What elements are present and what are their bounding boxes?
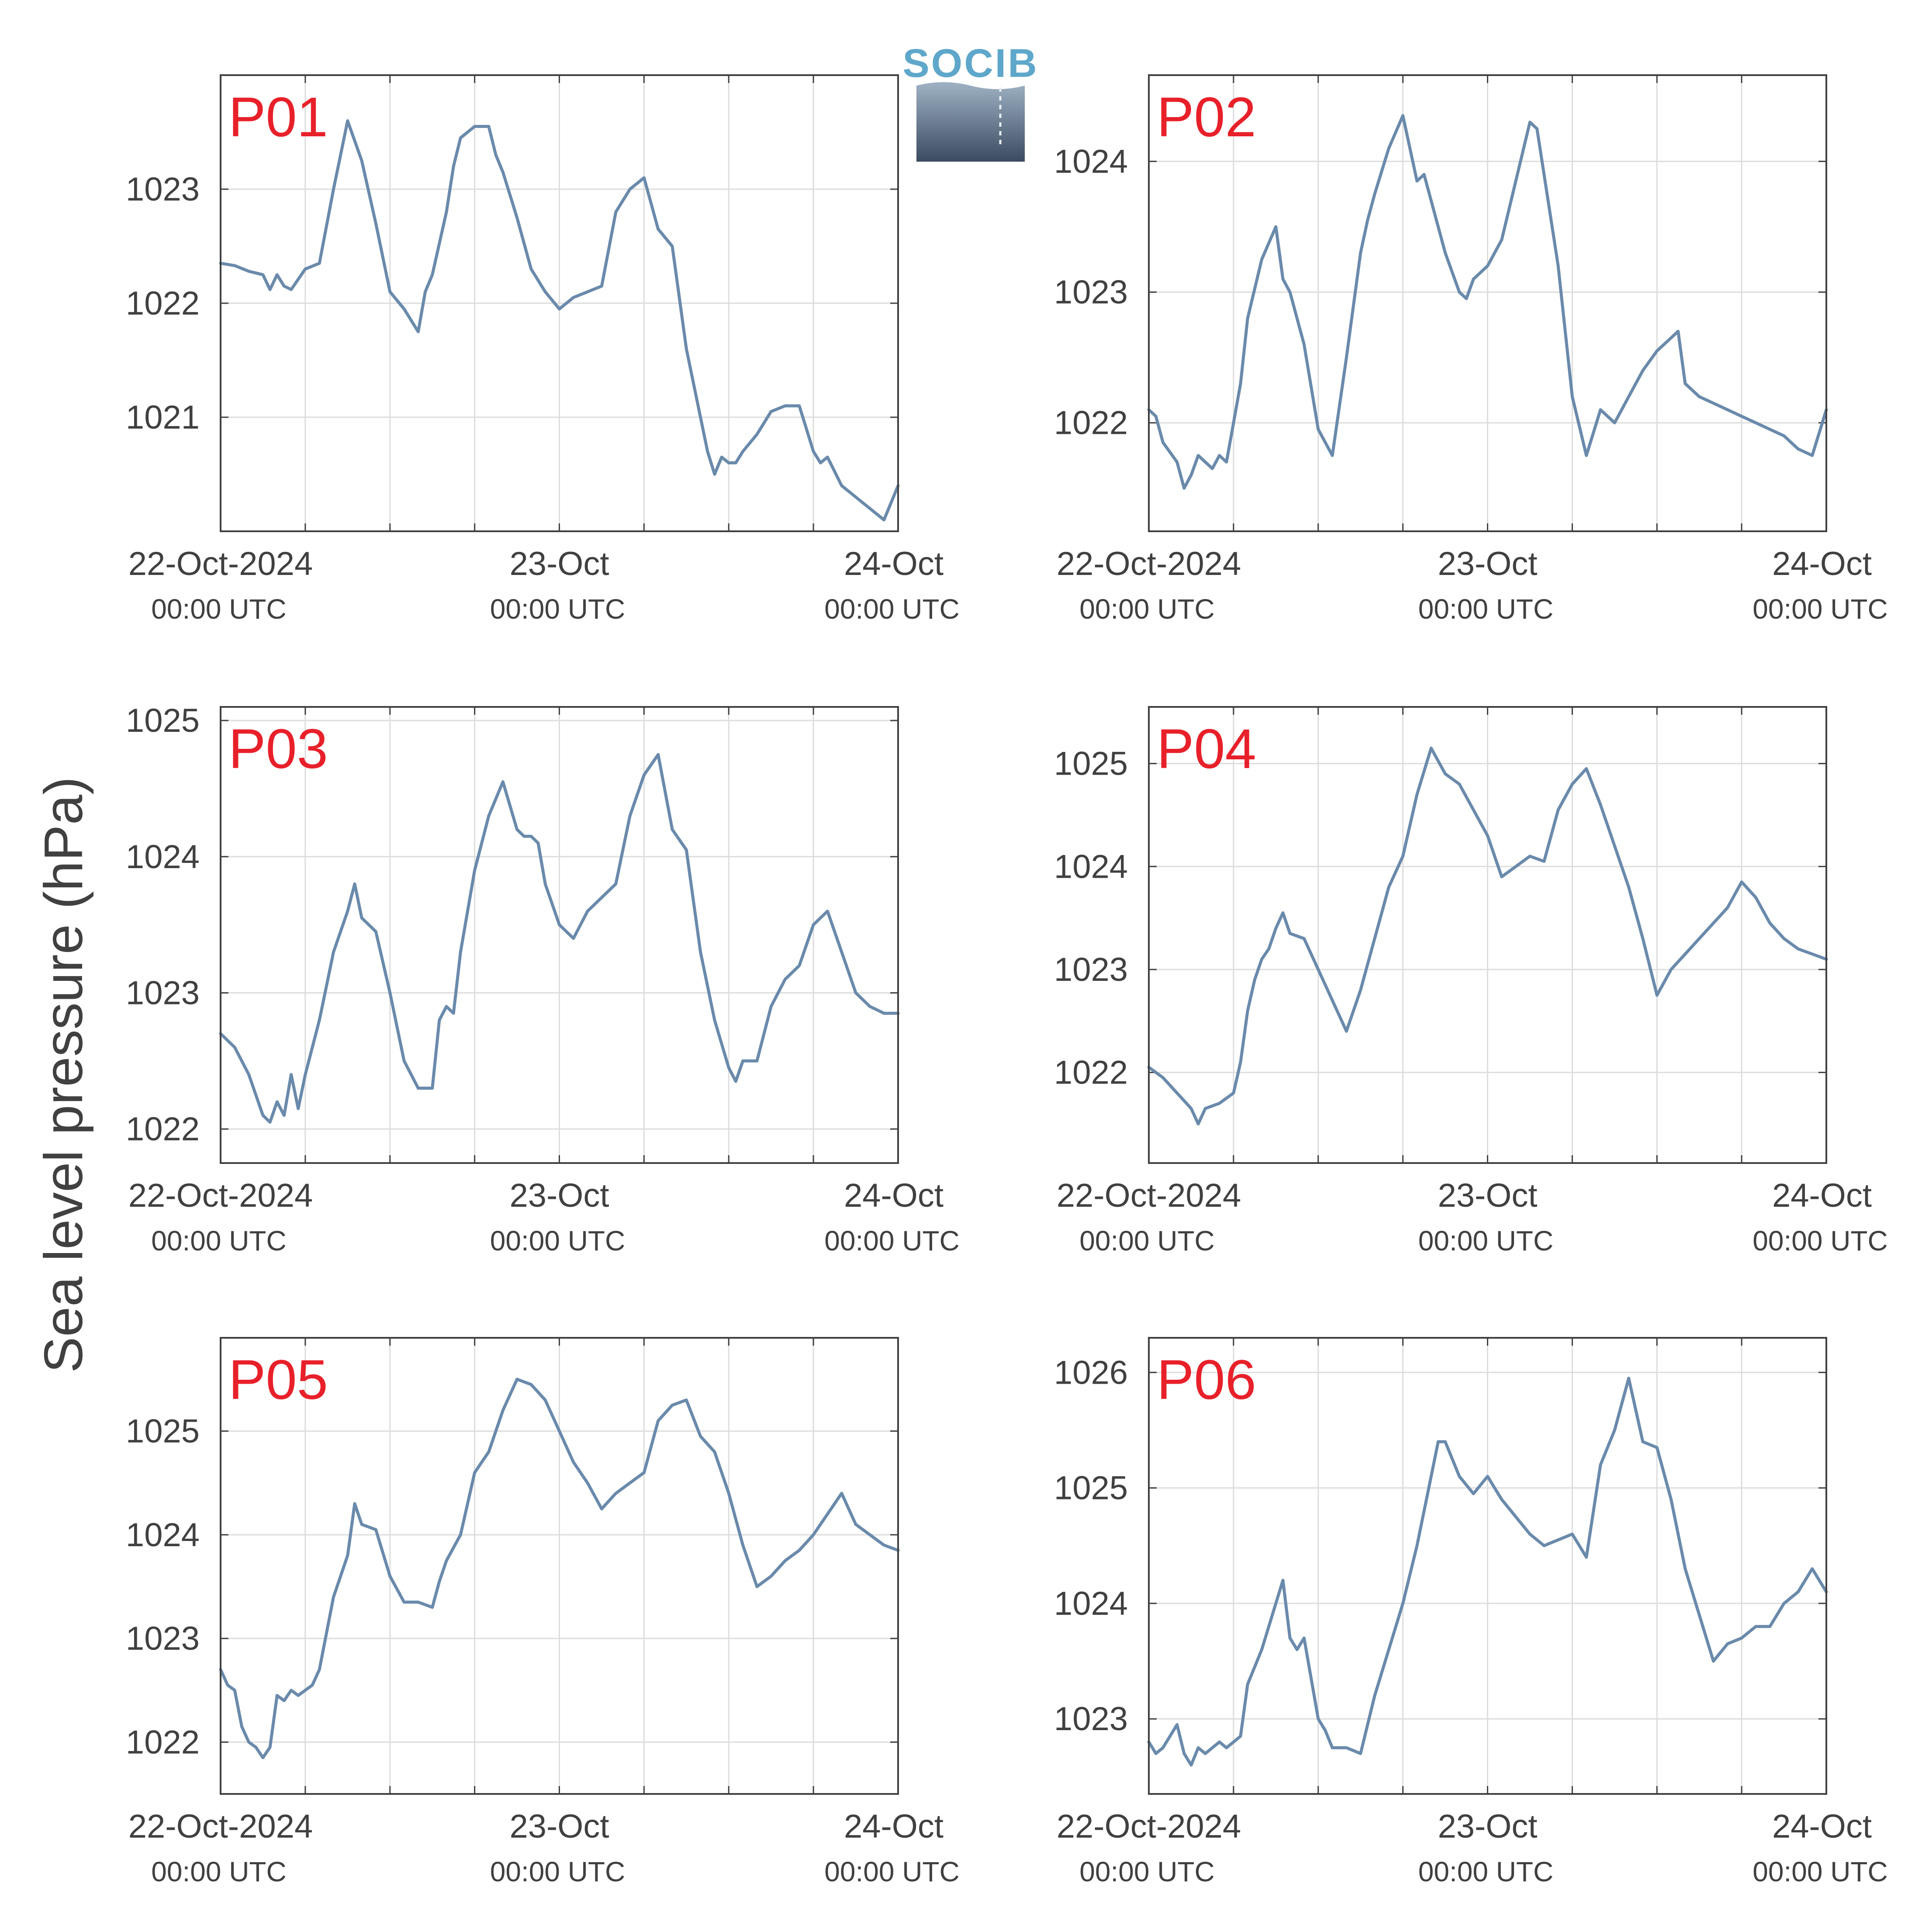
x-tick-time-label: 00:00 UTC [490, 1856, 625, 1887]
x-tick-time-label: 00:00 UTC [1753, 593, 1887, 625]
x-tick-time-label: 00:00 UTC [1079, 1856, 1214, 1887]
y-tick-label: 1024 [1054, 143, 1128, 180]
panel-label: P01 [228, 86, 328, 149]
y-tick-label: 1023 [126, 1620, 200, 1657]
socib-logo: SOCIB [902, 41, 1038, 162]
y-tick-label: 1023 [126, 974, 200, 1011]
y-axis-label: Sea level pressure (hPa) [34, 777, 94, 1373]
y-tick-label: 1022 [1054, 1054, 1128, 1091]
panel-label: P02 [1157, 86, 1256, 149]
x-tick-date-label: 24-Oct [1772, 1808, 1872, 1845]
panel-p01: 1021 1022 1023 22-Oct-2024 00:00 UTC 23-Oct 00… [126, 74, 960, 625]
y-tick-label: 1021 [126, 399, 200, 436]
panel-label: P04 [1157, 718, 1256, 780]
y-tick-label: 1022 [126, 1724, 200, 1761]
x-tick-date-label: 24-Oct [1772, 545, 1872, 582]
y-tick-label: 1023 [1054, 274, 1128, 311]
axes-frame [220, 74, 899, 532]
x-tick-date-label: 23-Oct [509, 1177, 609, 1214]
x-tick-date-label: 24-Oct [844, 545, 944, 582]
x-tick-time-label: 00:00 UTC [1079, 1225, 1214, 1257]
x-tick-time-label: 00:00 UTC [1753, 1225, 1887, 1257]
x-tick-time-label: 00:00 UTC [1753, 1856, 1887, 1887]
x-tick-date-label: 23-Oct [509, 545, 609, 582]
x-tick-time-label: 00:00 UTC [151, 593, 286, 625]
axes-frame [220, 1337, 899, 1795]
x-tick-time-label: 00:00 UTC [1079, 593, 1214, 625]
y-tick-label: 1022 [1054, 405, 1128, 442]
panel-label: P05 [228, 1349, 328, 1411]
y-tick-label: 1024 [126, 1517, 200, 1554]
x-tick-time-label: 00:00 UTC [824, 1225, 959, 1257]
x-tick-time-label: 00:00 UTC [824, 1856, 959, 1887]
x-tick-date-label: 22-Oct-2024 [128, 1177, 313, 1214]
x-tick-date-label: 23-Oct [1438, 1177, 1537, 1214]
axes-frame [1148, 1337, 1827, 1795]
y-tick-label: 1023 [1054, 951, 1128, 988]
x-tick-time-label: 00:00 UTC [490, 593, 625, 625]
panel-label: P03 [228, 718, 328, 780]
pressure-series-line [1147, 1377, 1828, 1767]
x-tick-time-label: 00:00 UTC [490, 1225, 625, 1257]
socib-logo-wave [916, 82, 1025, 162]
x-tick-time-label: 00:00 UTC [1418, 1225, 1553, 1257]
x-tick-date-label: 22-Oct-2024 [128, 545, 313, 582]
axes-frame [1148, 706, 1827, 1164]
panel-p05: 1022 1023 1024 1025 22-Oct-2024 00:00 UTC 23-O… [126, 1337, 960, 1887]
y-tick-label: 1025 [1054, 1470, 1128, 1507]
panel-p03: 1022 1023 1024 1025 22-Oct-2024 00:00 UTC 23-O… [126, 702, 960, 1257]
pressure-series-line [1147, 114, 1828, 490]
x-tick-date-label: 22-Oct-2024 [1057, 545, 1241, 582]
x-tick-date-label: 23-Oct [509, 1808, 609, 1845]
x-tick-time-label: 00:00 UTC [151, 1856, 286, 1887]
x-tick-date-label: 23-Oct [1438, 545, 1537, 582]
y-tick-label: 1025 [1054, 745, 1128, 782]
y-tick-label: 1026 [1054, 1354, 1128, 1391]
pressure-series-line [1147, 746, 1828, 1125]
y-tick-label: 1025 [126, 1413, 200, 1450]
y-tick-label: 1025 [126, 702, 200, 739]
y-tick-label: 1023 [1054, 1700, 1128, 1738]
panel-p04: 1022 1023 1024 1025 22-Oct-2024 00:00 UTC 23-O… [1054, 706, 1888, 1257]
pressure-series-line [219, 119, 900, 522]
y-tick-label: 1024 [1054, 1585, 1128, 1622]
x-tick-time-label: 00:00 UTC [1418, 1856, 1553, 1887]
x-tick-date-label: 24-Oct [844, 1177, 944, 1214]
x-tick-date-label: 24-Oct [844, 1808, 944, 1845]
y-tick-label: 1023 [126, 171, 200, 208]
pressure-series-line [219, 753, 900, 1124]
panel-p06: 1023 1024 1025 1026 22-Oct-2024 00:00 UTC 23-O… [1054, 1337, 1888, 1887]
x-tick-date-label: 23-Oct [1438, 1808, 1537, 1845]
panel-label: P06 [1157, 1349, 1256, 1411]
x-tick-date-label: 24-Oct [1772, 1177, 1872, 1214]
y-tick-label: 1022 [126, 1111, 200, 1148]
x-tick-date-label: 22-Oct-2024 [128, 1808, 313, 1845]
y-tick-label: 1024 [126, 838, 200, 876]
y-tick-label: 1022 [126, 285, 200, 322]
pressure-series-line [219, 1378, 900, 1759]
x-tick-time-label: 00:00 UTC [1418, 593, 1553, 625]
x-tick-time-label: 00:00 UTC [824, 593, 959, 625]
x-tick-date-label: 22-Oct-2024 [1057, 1177, 1241, 1214]
axes-frame [1148, 74, 1827, 532]
x-tick-time-label: 00:00 UTC [151, 1225, 286, 1257]
socib-logo-text: SOCIB [902, 41, 1038, 86]
y-tick-label: 1024 [1054, 848, 1128, 885]
panel-p02: 1022 1023 1024 22-Oct-2024 00:00 UTC 23-Oct 00… [1054, 74, 1888, 625]
x-tick-date-label: 22-Oct-2024 [1057, 1808, 1241, 1845]
axes-frame [220, 706, 899, 1164]
